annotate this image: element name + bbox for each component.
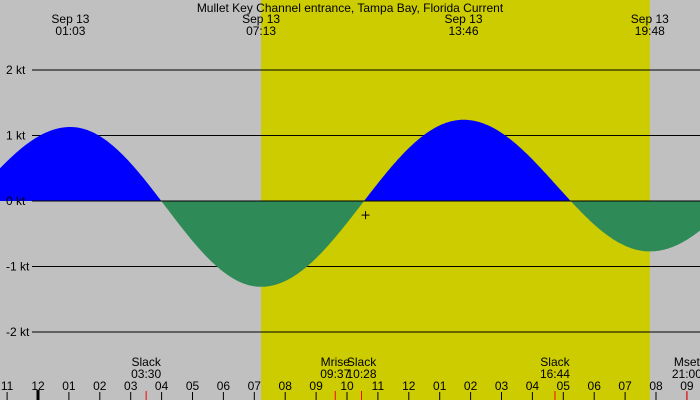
hour-label: 05 xyxy=(186,379,200,393)
event-name-label: Mrise xyxy=(321,355,351,369)
y-tick-label: 0 kt xyxy=(6,194,26,208)
bottom-event-labels: Slack03:30Mrise09:37Slack10:28Slack16:44… xyxy=(131,355,700,381)
hour-label: 01 xyxy=(62,379,76,393)
hour-label: 08 xyxy=(279,379,293,393)
hour-ticks xyxy=(6,390,688,400)
hour-label: 06 xyxy=(217,379,231,393)
top-time-label: 19:48 xyxy=(635,24,665,38)
y-tick-label: -1 kt xyxy=(6,260,30,274)
current-time-marker xyxy=(361,211,370,220)
y-axis-labels: 2 kt 1 kt 0 kt -1 kt -2 kt xyxy=(6,63,30,339)
hour-label: 03 xyxy=(124,379,138,393)
ebb-area xyxy=(0,201,700,287)
y-tick-label: 1 kt xyxy=(6,129,26,143)
top-date-label: Sep 13 xyxy=(51,12,89,26)
hour-label: 08 xyxy=(649,379,663,393)
hour-labels: 11 12 01 02 03 04 05 06 07 08 09 10 11 12 01 02 03 04 05 06… xyxy=(1,379,694,393)
top-date-label: Sep 13 xyxy=(444,12,482,26)
midnight-tick xyxy=(36,390,40,400)
top-date-label: Sep 13 xyxy=(242,12,280,26)
top-date-label: Sep 13 xyxy=(631,12,669,26)
hour-label: 09 xyxy=(680,379,694,393)
event-time-label: 09:37 xyxy=(320,367,350,381)
hour-label: 05 xyxy=(557,379,571,393)
hour-label: 11 xyxy=(372,379,385,393)
hour-label: 06 xyxy=(588,379,602,393)
hour-label: 09 xyxy=(309,379,323,393)
event-name-label: Mset xyxy=(674,355,700,369)
event-name-label: Slack xyxy=(131,355,161,369)
hour-label: 07 xyxy=(618,379,632,393)
grid-lines xyxy=(32,69,700,333)
event-name-label: Slack xyxy=(347,355,377,369)
hour-label: 07 xyxy=(248,379,262,393)
top-time-label: 07:13 xyxy=(246,24,276,38)
hour-label: 04 xyxy=(155,379,169,393)
event-time-label: 03:30 xyxy=(131,367,161,381)
event-name-label: Slack xyxy=(540,355,570,369)
hour-label: 02 xyxy=(93,379,107,393)
hour-label: 01 xyxy=(433,379,447,393)
hour-label: 04 xyxy=(526,379,540,393)
event-time-label: 16:44 xyxy=(540,367,570,381)
y-tick-label: -2 kt xyxy=(6,325,30,339)
chart-title: Mullet Key Channel entrance, Tampa Bay, … xyxy=(197,1,504,15)
event-time-label: 21:00 xyxy=(672,367,700,381)
hour-label: 11 xyxy=(1,379,14,393)
top-time-label: 13:46 xyxy=(448,24,478,38)
hour-label: 02 xyxy=(464,379,478,393)
hour-label: 12 xyxy=(31,379,45,393)
event-time-label: 10:28 xyxy=(347,367,377,381)
hour-label: 10 xyxy=(340,379,354,393)
y-tick-label: 2 kt xyxy=(6,63,26,77)
hour-label: 12 xyxy=(402,379,416,393)
hour-label: 03 xyxy=(495,379,509,393)
top-time-label: 01:03 xyxy=(55,24,85,38)
flood-area xyxy=(0,119,700,201)
